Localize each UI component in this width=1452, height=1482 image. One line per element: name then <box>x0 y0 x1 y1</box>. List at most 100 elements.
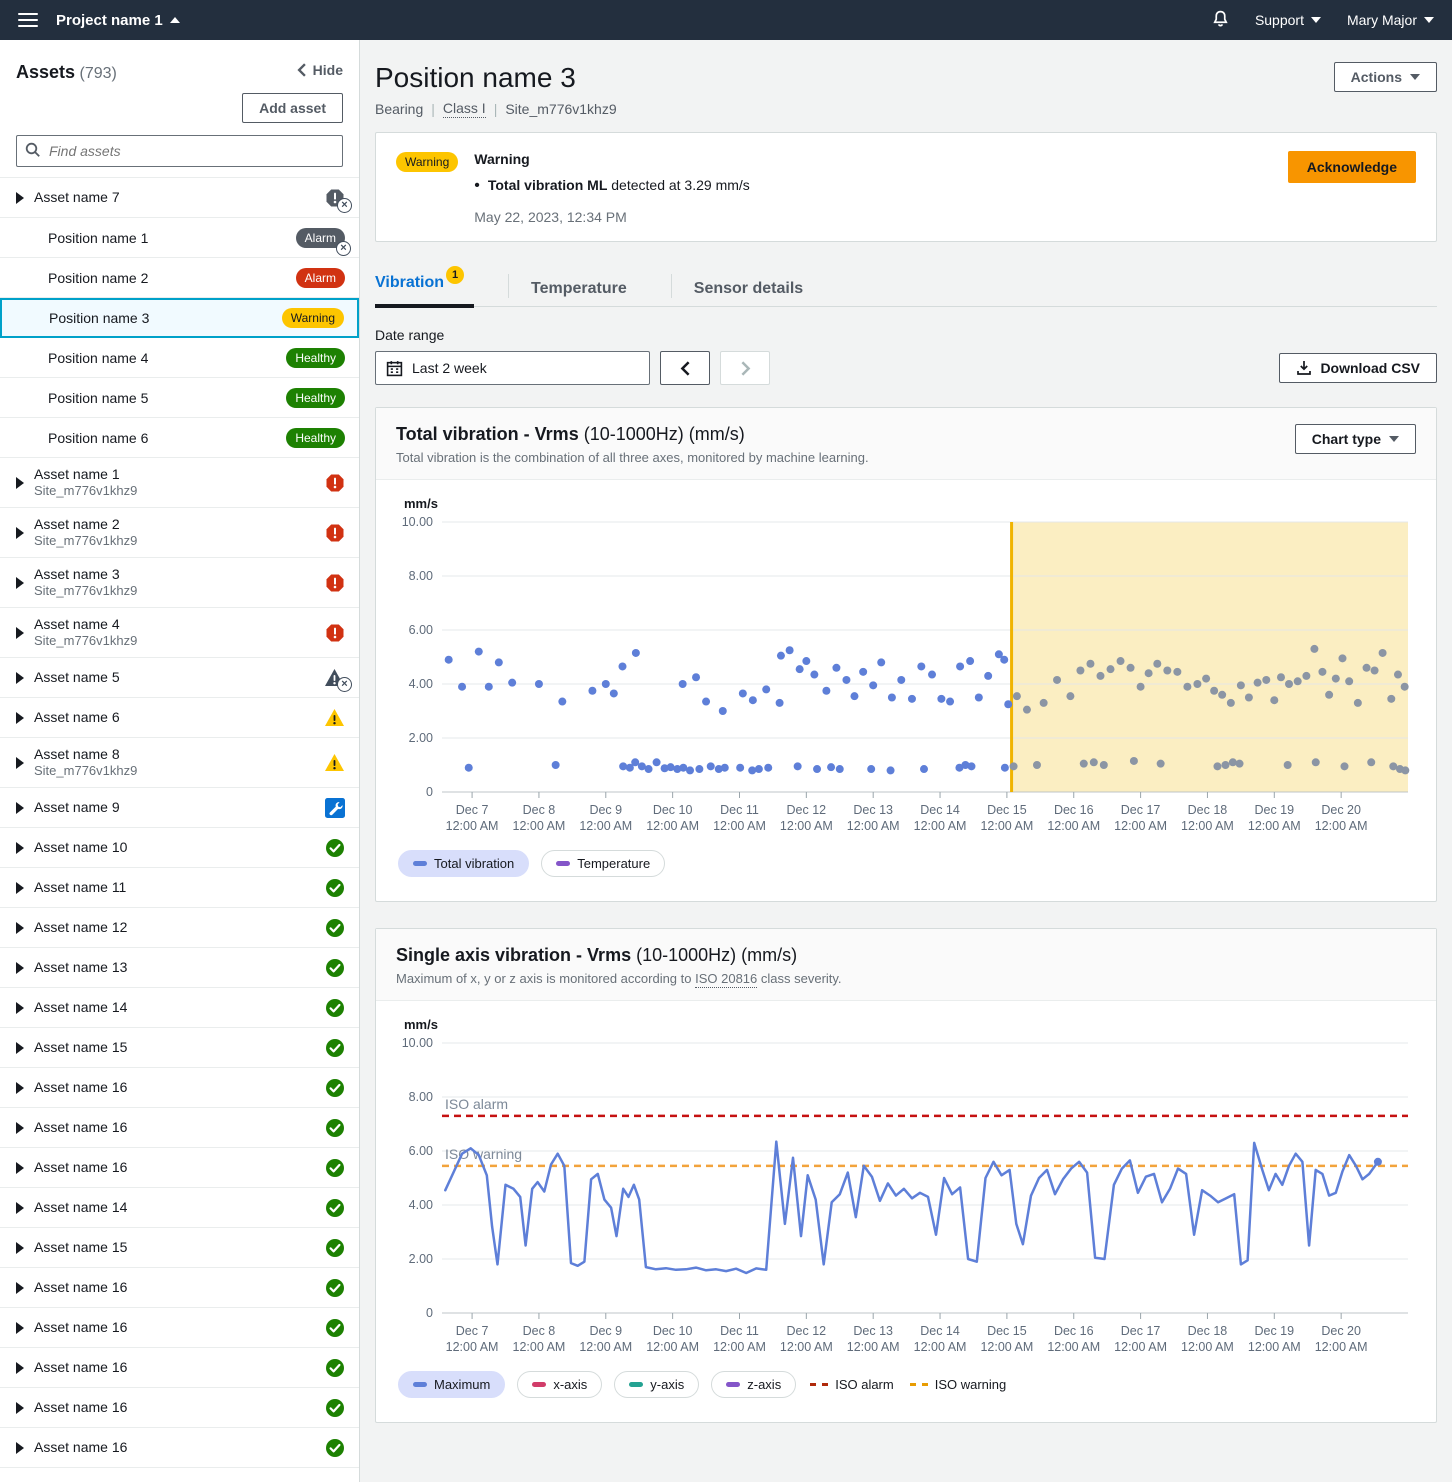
asset-row[interactable]: Asset name 12 <box>0 908 359 948</box>
tab-vibration[interactable]: Vibration 1 <box>375 266 486 308</box>
expand-caret-icon[interactable] <box>16 711 24 724</box>
asset-row[interactable]: Asset name 3 Site_m776v1khz9 <box>0 558 359 608</box>
acknowledge-button[interactable]: Acknowledge <box>1287 151 1416 183</box>
expand-caret-icon[interactable] <box>16 921 24 934</box>
expand-caret-icon[interactable] <box>16 841 24 854</box>
asset-name: Asset name 11 <box>34 878 127 895</box>
asset-row[interactable]: Asset name 7 × <box>0 178 359 218</box>
position-row[interactable]: Position name 4 Healthy <box>0 338 359 378</box>
expand-caret-icon[interactable] <box>16 476 24 489</box>
single-axis-vibration-chart[interactable]: mm/s 10.00 8.00 6.00 4.00 2.00 0 Dec 7 12:00 AM D… <box>384 1015 1414 1360</box>
asset-row[interactable]: Asset name 2 Site_m776v1khz9 <box>0 508 359 558</box>
asset-row[interactable]: Asset name 6 <box>0 698 359 738</box>
tab-sensor-details[interactable]: Sensor details <box>670 274 825 298</box>
svg-text:8.00: 8.00 <box>409 569 433 583</box>
expand-caret-icon[interactable] <box>16 801 24 814</box>
asset-row[interactable]: Asset name 8 Site_m776v1khz9 <box>0 738 359 788</box>
expand-caret-icon[interactable] <box>16 1361 24 1374</box>
actions-button[interactable]: Actions <box>1333 62 1437 92</box>
find-assets-input[interactable] <box>16 135 343 167</box>
expand-caret-icon[interactable] <box>16 1121 24 1134</box>
expand-caret-icon[interactable] <box>16 1401 24 1414</box>
add-asset-button[interactable]: Add asset <box>242 93 343 123</box>
expand-caret-icon[interactable] <box>16 1161 24 1174</box>
expand-caret-icon[interactable] <box>16 1281 24 1294</box>
legend-item-iso-warning[interactable]: ISO warning <box>908 1372 1009 1397</box>
hide-panel-button[interactable]: Hide <box>297 62 343 78</box>
expand-caret-icon[interactable] <box>16 576 24 589</box>
svg-text:4.00: 4.00 <box>409 677 433 691</box>
asset-row[interactable]: Asset name 14 <box>0 1188 359 1228</box>
asset-row[interactable]: Asset name 9 <box>0 788 359 828</box>
asset-row[interactable]: Asset name 16 <box>0 1388 359 1428</box>
svg-text:4.00: 4.00 <box>409 1198 433 1212</box>
asset-row[interactable]: Asset name 16 <box>0 1308 359 1348</box>
position-name: Position name 3 <box>49 310 150 326</box>
legend-item-z-axis[interactable]: z-axis <box>711 1371 797 1398</box>
date-range-select[interactable]: Last 2 week <box>375 351 650 385</box>
asset-row[interactable]: Asset name 13 <box>0 948 359 988</box>
expand-caret-icon[interactable] <box>16 1241 24 1254</box>
asset-row[interactable]: Asset name 14 <box>0 988 359 1028</box>
asset-row[interactable]: Asset name 16 <box>0 1108 359 1148</box>
position-row[interactable]: Position name 1 Alarm × <box>0 218 359 258</box>
legend-item-temperature[interactable]: Temperature <box>541 850 666 877</box>
asset-row[interactable]: Asset name 10 <box>0 828 359 868</box>
iso-20816-link[interactable]: ISO 20816 <box>695 971 758 988</box>
svg-text:Dec 8: Dec 8 <box>523 803 556 817</box>
legend-item-maximum[interactable]: Maximum <box>398 1371 506 1398</box>
tab-temperature[interactable]: Temperature <box>508 274 649 298</box>
svg-text:12:00 AM: 12:00 AM <box>446 819 499 833</box>
svg-text:Dec 12: Dec 12 <box>787 1324 827 1338</box>
chart-type-button[interactable]: Chart type <box>1294 424 1416 454</box>
svg-text:Dec 17: Dec 17 <box>1121 803 1161 817</box>
project-menu[interactable]: Project name 1 <box>56 12 180 29</box>
expand-caret-icon[interactable] <box>16 1201 24 1214</box>
hamburger-menu-icon[interactable] <box>18 13 38 27</box>
position-row[interactable]: Position name 2 Alarm <box>0 258 359 298</box>
expand-caret-icon[interactable] <box>16 1001 24 1014</box>
healthy-check-icon <box>325 1438 345 1458</box>
asset-row[interactable]: Asset name 15 <box>0 1228 359 1268</box>
asset-name: Asset name 3 <box>34 565 120 582</box>
legend-item-iso-alarm[interactable]: ISO alarm <box>808 1372 896 1397</box>
date-range-forward-button[interactable] <box>720 351 770 385</box>
asset-row[interactable]: Asset name 16 <box>0 1348 359 1388</box>
expand-caret-icon[interactable] <box>16 881 24 894</box>
asset-row[interactable]: Asset name 1 Site_m776v1khz9 <box>0 458 359 508</box>
asset-row[interactable]: Asset name 11 <box>0 868 359 908</box>
expand-caret-icon[interactable] <box>16 191 24 204</box>
asset-row[interactable]: Asset name 15 <box>0 1028 359 1068</box>
expand-caret-icon[interactable] <box>16 961 24 974</box>
notifications-bell-icon[interactable] <box>1212 10 1229 30</box>
total-vibration-chart[interactable]: mm/s 10.00 8.00 6.00 4.00 2.00 0 Dec 7 12:00 AM D… <box>384 494 1414 839</box>
position-row[interactable]: Position name 5 Healthy <box>0 378 359 418</box>
legend-item-total-vibration[interactable]: Total vibration <box>398 850 530 877</box>
expand-caret-icon[interactable] <box>16 671 24 684</box>
asset-row[interactable]: Asset name 5 × <box>0 658 359 698</box>
asset-row[interactable]: Asset name 16 <box>0 1268 359 1308</box>
alarm-icon <box>325 623 345 643</box>
asset-row[interactable]: Asset name 4 Site_m776v1khz9 <box>0 608 359 658</box>
position-row[interactable]: Position name 6 Healthy <box>0 418 359 458</box>
expand-caret-icon[interactable] <box>16 1441 24 1454</box>
expand-caret-icon[interactable] <box>16 756 24 769</box>
legend-item-x-axis[interactable]: x-axis <box>517 1371 603 1398</box>
asset-row[interactable]: Asset name 16 <box>0 1428 359 1468</box>
healthy-check-icon <box>325 998 345 1018</box>
expand-caret-icon[interactable] <box>16 526 24 539</box>
user-menu[interactable]: Mary Major <box>1347 12 1434 28</box>
expand-caret-icon[interactable] <box>16 1321 24 1334</box>
expand-caret-icon[interactable] <box>16 626 24 639</box>
svg-text:12:00 AM: 12:00 AM <box>780 819 833 833</box>
asset-row[interactable]: Asset name 16 <box>0 1068 359 1108</box>
expand-caret-icon[interactable] <box>16 1081 24 1094</box>
expand-caret-icon[interactable] <box>16 1041 24 1054</box>
asset-row[interactable]: Asset name 16 <box>0 1148 359 1188</box>
date-range-back-button[interactable] <box>660 351 710 385</box>
support-menu[interactable]: Support <box>1255 12 1321 28</box>
legend-item-y-axis[interactable]: y-axis <box>614 1371 700 1398</box>
download-csv-button[interactable]: Download CSV <box>1279 353 1437 383</box>
iso-class-label[interactable]: Class I <box>442 100 486 118</box>
position-row[interactable]: Position name 3 Warning <box>0 298 359 338</box>
